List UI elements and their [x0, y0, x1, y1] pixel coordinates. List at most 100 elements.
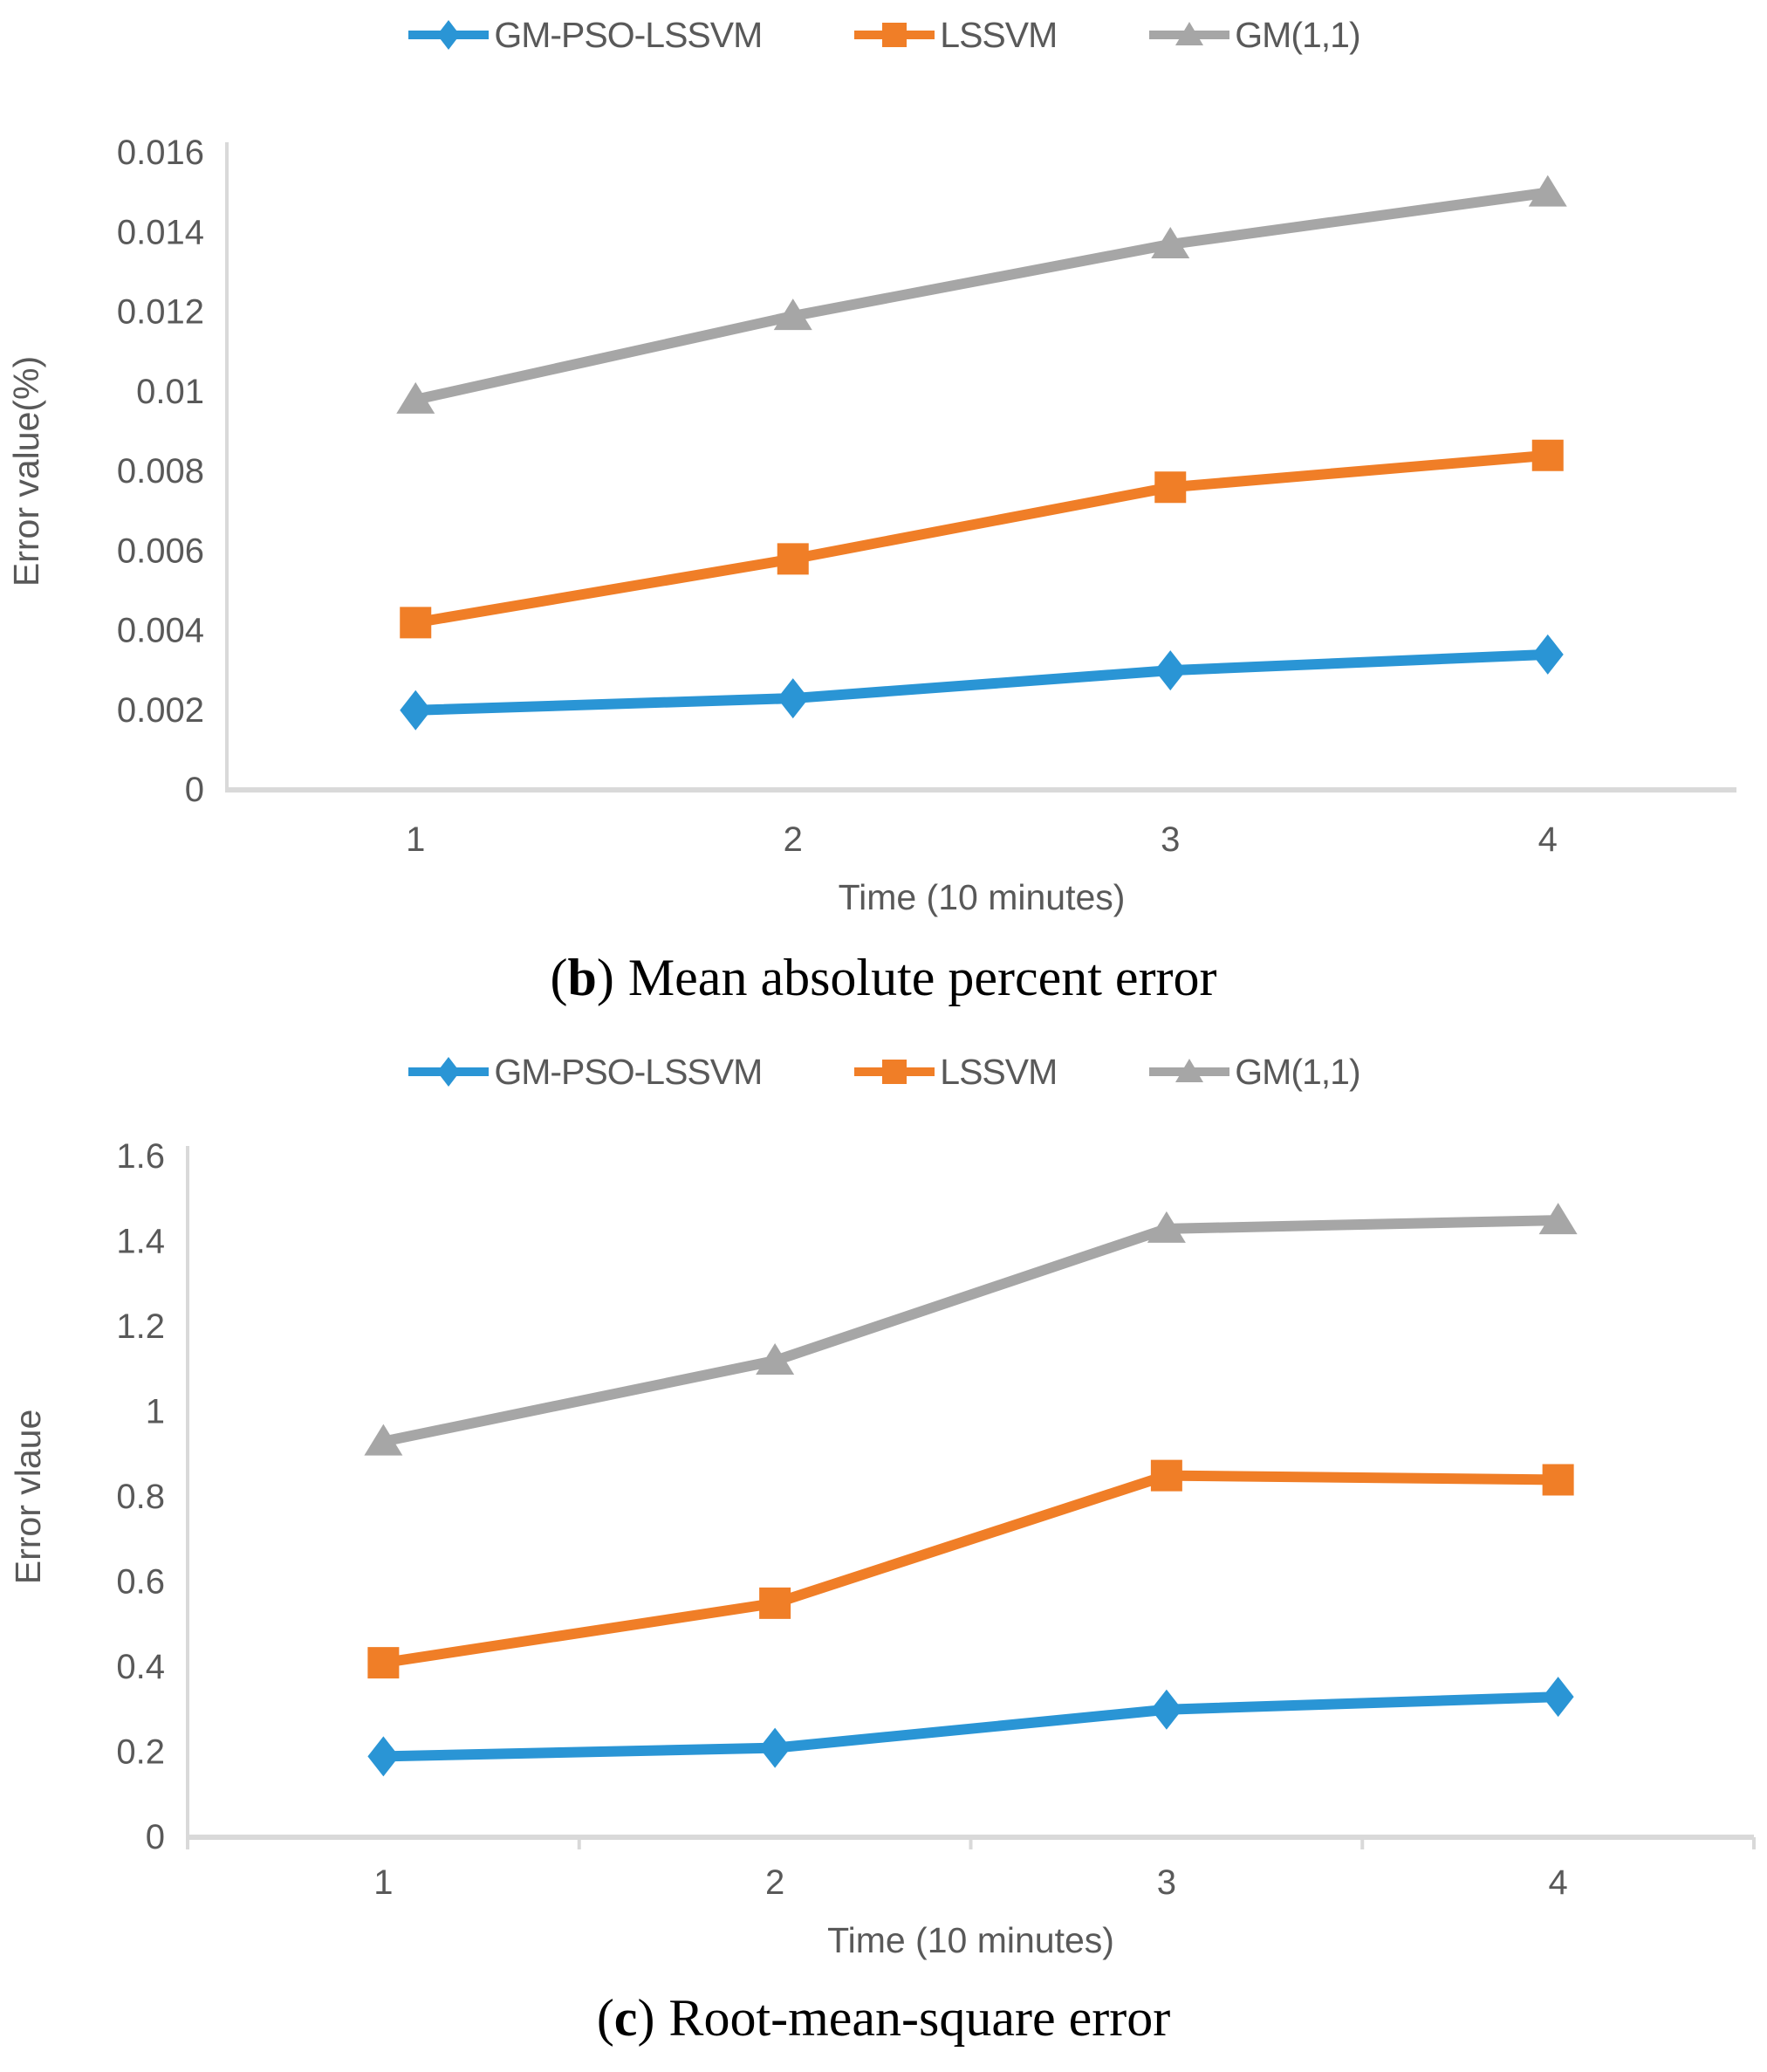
svg-text:4: 4	[1538, 820, 1558, 859]
svg-text:3: 3	[1157, 1863, 1176, 1902]
triangle-marker-icon	[1528, 175, 1567, 207]
diamond-marker-icon	[1154, 650, 1187, 691]
square-marker-icon	[759, 1587, 791, 1619]
triangle-marker-icon	[1175, 22, 1204, 45]
y-tick-labels: 0 0.2 0.4 0.6 0.8 1 1.2 1.4 1.6	[116, 1137, 165, 1856]
svg-text:2: 2	[765, 1863, 784, 1902]
square-marker-icon	[367, 1647, 400, 1679]
svg-text:0.2: 0.2	[116, 1733, 165, 1772]
legend-label: GM(1,1)	[1235, 1051, 1360, 1092]
svg-text:1.6: 1.6	[116, 1137, 165, 1176]
svg-text:0: 0	[146, 1818, 165, 1856]
series-gm-1-1-	[364, 1203, 1578, 1456]
legend-item-gm-pso-lssvm: GM-PSO-LSSVM	[407, 1051, 763, 1093]
legend-item-gm-1-1-: GM(1,1)	[1147, 1051, 1361, 1093]
caption-paren-open: (	[596, 1989, 614, 2047]
triangle-marker-icon	[1147, 1211, 1186, 1243]
square-marker-icon	[882, 23, 907, 47]
diamond-marker-icon	[777, 678, 809, 719]
triangle-marker-icon	[1151, 226, 1190, 258]
caption-c: (c) Root-mean-square error	[0, 1988, 1767, 2048]
diamond-marker-icon	[1542, 1677, 1574, 1718]
caption-b: (b) Mean absolute percent error	[0, 948, 1767, 1008]
y-tick-labels: 0 0.002 0.004 0.006 0.008 0.01 0.012 0.014 0.016	[117, 134, 204, 809]
square-marker-icon	[1154, 471, 1187, 504]
svg-text:4: 4	[1549, 1863, 1568, 1902]
caption-paren-close: )	[637, 1989, 655, 2047]
caption-paren-close: )	[596, 949, 614, 1006]
svg-text:0.01: 0.01	[136, 373, 204, 411]
legend-label: GM-PSO-LSSVM	[494, 14, 763, 55]
square-marker-icon	[854, 1060, 935, 1084]
svg-text:0.002: 0.002	[117, 691, 204, 730]
mape-chart: 0 0.002 0.004 0.006 0.008 0.01 0.012 0.014 0.016…	[6, 134, 1736, 917]
svg-text:1: 1	[373, 1863, 393, 1902]
square-marker-icon	[777, 543, 809, 575]
series-gm-1-1-	[396, 175, 1567, 414]
svg-text:1: 1	[406, 820, 425, 859]
square-marker-icon	[882, 1060, 907, 1084]
svg-text:0.008: 0.008	[117, 452, 204, 491]
legend-c: GM-PSO-LSSVM LSSVM GM(1,1)	[0, 1046, 1767, 1098]
svg-text:0.016: 0.016	[117, 134, 204, 172]
x-tick-marks	[186, 1837, 1756, 1849]
square-marker-icon	[1150, 1459, 1182, 1492]
diamond-marker-icon	[1531, 634, 1564, 675]
svg-text:1.4: 1.4	[116, 1223, 165, 1261]
diamond-marker-icon	[400, 690, 432, 731]
triangle-marker-icon	[756, 1343, 795, 1375]
legend-label: GM(1,1)	[1235, 14, 1360, 55]
series-gm-pso-lssvm	[400, 634, 1564, 731]
square-marker-icon	[854, 23, 935, 47]
triangle-marker-icon	[1538, 1203, 1578, 1235]
svg-text:0.006: 0.006	[117, 532, 204, 570]
legend-label: GM-PSO-LSSVM	[494, 1051, 763, 1092]
diamond-marker-icon	[408, 20, 490, 50]
diamond-marker-icon	[1150, 1689, 1182, 1730]
svg-text:3: 3	[1161, 820, 1180, 859]
legend-item-gm-pso-lssvm: GM-PSO-LSSVM	[407, 14, 763, 56]
svg-text:0.8: 0.8	[116, 1478, 165, 1516]
caption-letter: b	[567, 949, 597, 1006]
x-tick-labels: 1 2 3 4	[406, 820, 1558, 859]
series-lssvm	[367, 1459, 1574, 1679]
diamond-marker-icon	[408, 1057, 490, 1087]
svg-text:0.014: 0.014	[117, 213, 204, 251]
diamond-marker-icon	[437, 1057, 461, 1087]
svg-text:0: 0	[185, 771, 204, 809]
svg-text:1: 1	[146, 1393, 165, 1431]
svg-text:1.2: 1.2	[116, 1307, 165, 1346]
triangle-marker-icon	[1149, 1059, 1230, 1082]
square-marker-icon	[400, 607, 432, 639]
triangle-marker-icon	[1149, 22, 1230, 45]
triangle-marker-icon	[364, 1424, 403, 1456]
svg-text:0.004: 0.004	[117, 612, 204, 650]
caption-text: Mean absolute percent error	[627, 949, 1217, 1006]
caption-text: Root-mean-square error	[668, 1989, 1171, 2047]
legend-label: LSSVM	[940, 1051, 1058, 1092]
legend-item-lssvm: LSSVM	[853, 14, 1058, 56]
svg-text:0.6: 0.6	[116, 1563, 165, 1602]
diamond-marker-icon	[759, 1727, 791, 1768]
svg-text:0.4: 0.4	[116, 1648, 165, 1686]
x-axis-title: Time (10 minutes)	[827, 1920, 1114, 1960]
square-marker-icon	[1531, 439, 1564, 471]
triangle-marker-icon	[396, 381, 435, 414]
legend-item-lssvm: LSSVM	[853, 1051, 1058, 1093]
y-axis-title: Error vlaue	[8, 1410, 48, 1585]
y-axis-title: Error value(%)	[6, 356, 46, 587]
svg-text:2: 2	[784, 820, 803, 859]
legend-label: LSSVM	[940, 14, 1058, 55]
x-axis-title: Time (10 minutes)	[839, 877, 1126, 917]
x-tick-labels: 1 2 3 4	[373, 1863, 1568, 1902]
axes	[225, 142, 1736, 792]
svg-text:0.012: 0.012	[117, 293, 204, 332]
legend-b: GM-PSO-LSSVM LSSVM GM(1,1)	[0, 9, 1767, 61]
diamond-marker-icon	[437, 20, 461, 50]
series-gm-pso-lssvm	[367, 1677, 1574, 1777]
legend-item-gm-1-1-: GM(1,1)	[1147, 14, 1361, 56]
diamond-marker-icon	[367, 1736, 400, 1777]
caption-paren-open: (	[550, 949, 568, 1006]
series-lssvm	[400, 439, 1564, 639]
